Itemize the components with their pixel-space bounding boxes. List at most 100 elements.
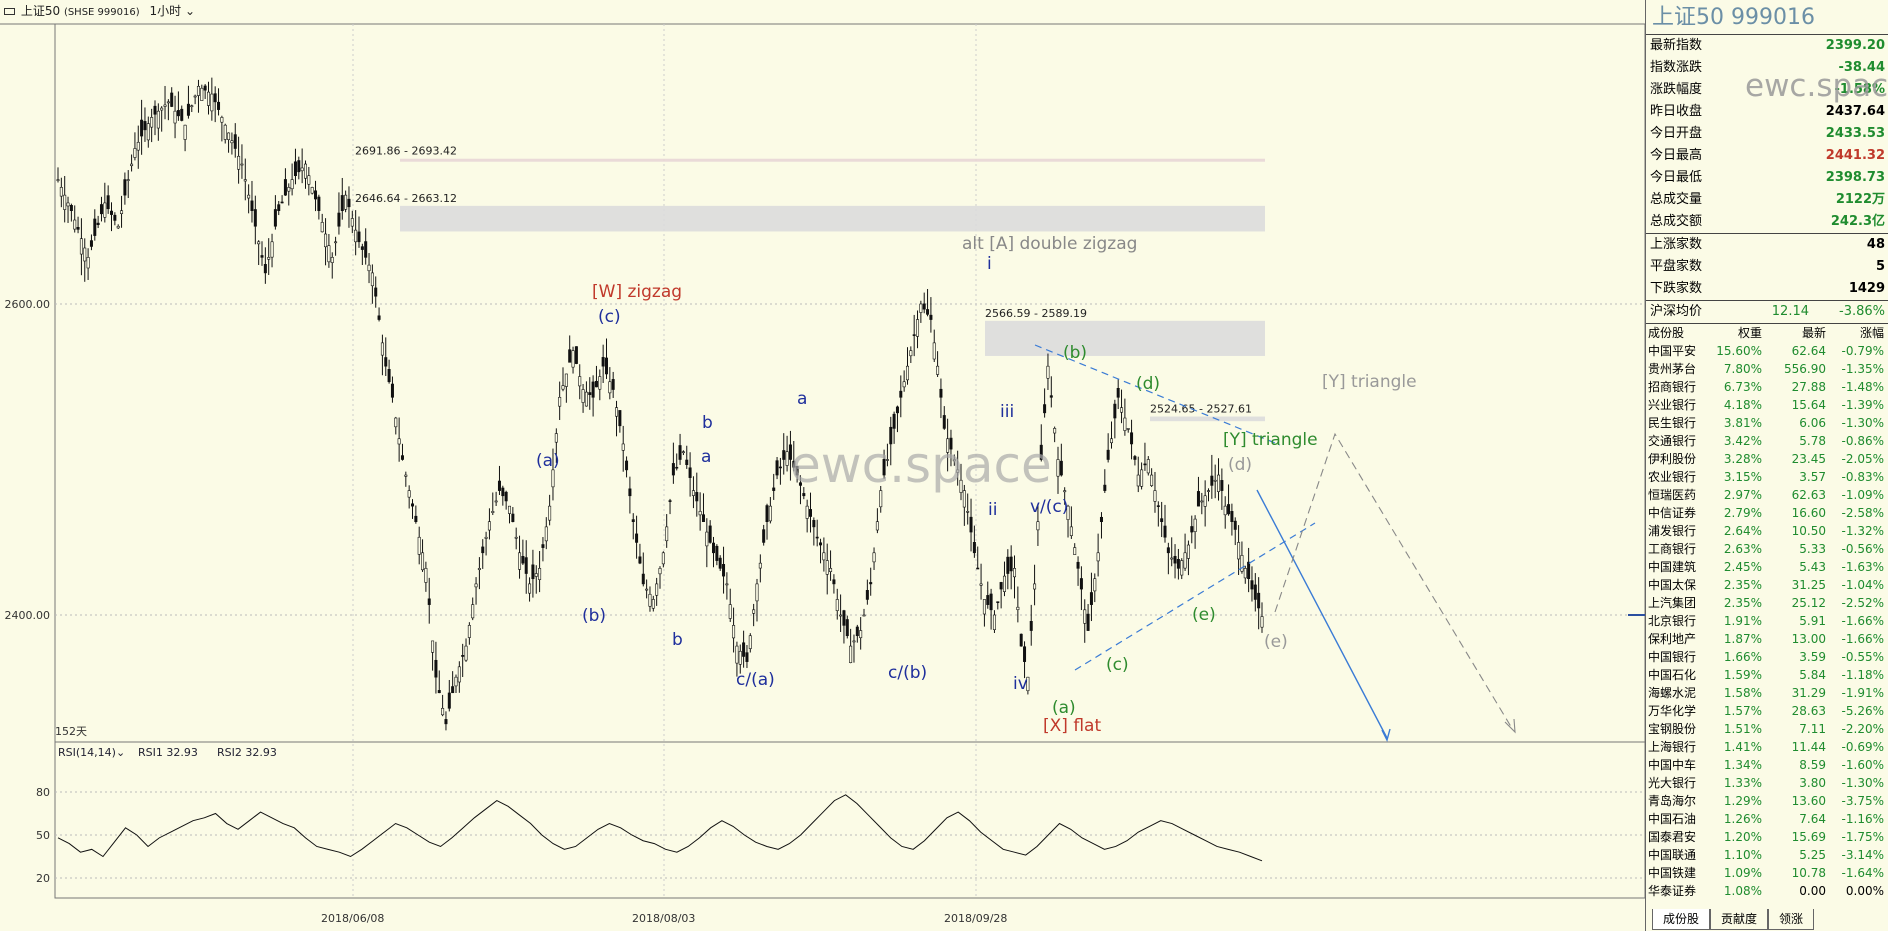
table-row[interactable]: 中国太保 2.35% 31.25 -1.04% xyxy=(1646,576,1888,594)
chart-toolbar: 上证50 (SHSE 999016) 1小时 ⌄ xyxy=(0,0,195,22)
candle-body xyxy=(96,222,100,225)
stock-name[interactable]: 海螺水泥 xyxy=(1648,686,1697,700)
stock-name[interactable]: 中国平安 xyxy=(1648,344,1697,358)
stock-name[interactable]: 上海银行 xyxy=(1648,740,1697,754)
candle-body xyxy=(477,568,481,571)
table-row[interactable]: 上汽集团 2.35% 25.12 -2.52% xyxy=(1646,594,1888,612)
table-row[interactable]: 中信证券 2.79% 16.60 -2.58% xyxy=(1646,504,1888,522)
chevron-down-icon[interactable]: ⌄ xyxy=(184,4,195,18)
candle-body xyxy=(511,513,515,522)
chart-area[interactable]: 2400.00 2600.00 2018/06/08 2018/08/03 2018/0… xyxy=(0,0,1645,931)
table-row[interactable]: 伊利股份 3.28% 23.45 -2.05% xyxy=(1646,450,1888,468)
quote-label: 指数涨跌 xyxy=(1650,60,1703,75)
col-weight[interactable]: 权重 xyxy=(1737,326,1762,340)
table-row[interactable]: 中国石化 1.59% 5.84 -1.18% xyxy=(1646,666,1888,684)
table-row[interactable]: 交通银行 3.42% 5.78 -0.86% xyxy=(1646,432,1888,450)
stock-name[interactable]: 华泰证券 xyxy=(1648,884,1697,898)
stock-name[interactable]: 中国石化 xyxy=(1648,668,1697,682)
stock-weight: 1.34% xyxy=(1723,758,1762,772)
stock-name[interactable]: 宝钢股份 xyxy=(1648,722,1697,736)
candle-body xyxy=(929,314,933,320)
stock-name[interactable]: 中国建筑 xyxy=(1648,560,1697,574)
stock-name[interactable]: 万华化学 xyxy=(1648,704,1697,718)
candle-body xyxy=(1136,474,1140,487)
table-row[interactable]: 青岛海尔 1.29% 13.60 -3.75% xyxy=(1646,792,1888,810)
stock-change: -1.39% xyxy=(1841,398,1884,412)
tab-1[interactable]: 贡献度 xyxy=(1710,909,1769,930)
stock-name[interactable]: 贵州茅台 xyxy=(1648,362,1697,376)
table-row[interactable]: 中国石油 1.26% 7.64 -1.16% xyxy=(1646,810,1888,828)
stock-name[interactable]: 中国中车 xyxy=(1648,758,1697,772)
table-row[interactable]: 兴业银行 4.18% 15.64 -1.39% xyxy=(1646,396,1888,414)
candle-body xyxy=(354,229,358,243)
candle-body xyxy=(524,557,528,574)
stock-name[interactable]: 北京银行 xyxy=(1648,614,1697,628)
quote-row: 涨跌幅度 -1.58% xyxy=(1646,79,1888,101)
stock-name[interactable]: 兴业银行 xyxy=(1648,398,1697,412)
stock-name[interactable]: 保利地产 xyxy=(1648,632,1697,646)
table-row[interactable]: 中国建筑 2.45% 5.43 -1.63% xyxy=(1646,558,1888,576)
candle-body xyxy=(1069,526,1073,536)
watermark: ewc.space xyxy=(1745,68,1888,104)
stock-weight: 2.64% xyxy=(1723,524,1762,538)
table-row[interactable]: 海螺水泥 1.58% 31.29 -1.91% xyxy=(1646,684,1888,702)
stock-name[interactable]: 招商银行 xyxy=(1648,380,1697,394)
table-row[interactable]: 国泰君安 1.20% 15.69 -1.75% xyxy=(1646,828,1888,846)
table-row[interactable]: 工商银行 2.63% 5.33 -0.56% xyxy=(1646,540,1888,558)
stock-name[interactable]: 交通银行 xyxy=(1648,434,1697,448)
stock-name[interactable]: 中国铁建 xyxy=(1648,866,1697,880)
stock-name[interactable]: 国泰君安 xyxy=(1648,830,1697,844)
table-row[interactable]: 光大银行 1.33% 3.80 -1.30% xyxy=(1646,774,1888,792)
stock-name[interactable]: 伊利股份 xyxy=(1648,452,1697,466)
stock-name[interactable]: 农业银行 xyxy=(1648,470,1697,484)
stock-name[interactable]: 中国石油 xyxy=(1648,812,1697,826)
stock-change: -1.04% xyxy=(1841,578,1884,592)
table-row[interactable]: 华泰证券 1.08% 0.00 0.00% xyxy=(1646,882,1888,900)
table-row[interactable]: 宝钢股份 1.51% 7.11 -2.20% xyxy=(1646,720,1888,738)
x-tick-label: 2018/08/03 xyxy=(632,912,695,925)
table-row[interactable]: 民生银行 3.81% 6.06 -1.30% xyxy=(1646,414,1888,432)
stock-name[interactable]: 中国联通 xyxy=(1648,848,1697,862)
table-row[interactable]: 招商银行 6.73% 27.88 -1.48% xyxy=(1646,378,1888,396)
table-row[interactable]: 中国平安 15.60% 62.64 -0.79% xyxy=(1646,342,1888,360)
stock-name[interactable]: 上汽集团 xyxy=(1648,596,1697,610)
table-row[interactable]: 贵州茅台 7.80% 556.90 -1.35% xyxy=(1646,360,1888,378)
stock-name[interactable]: 光大银行 xyxy=(1648,776,1697,790)
table-row[interactable]: 保利地产 1.87% 13.00 -1.66% xyxy=(1646,630,1888,648)
stock-name[interactable]: 中国银行 xyxy=(1648,650,1697,664)
table-row[interactable]: 北京银行 1.91% 5.91 -1.66% xyxy=(1646,612,1888,630)
stock-name[interactable]: 民生银行 xyxy=(1648,416,1697,430)
rsi-tick-label: 80 xyxy=(36,786,50,799)
candle-body xyxy=(1019,633,1023,647)
quote-row: 指数涨跌 -38.44 xyxy=(1646,57,1888,79)
period-selector[interactable]: 1小时 xyxy=(149,4,182,18)
candle-body xyxy=(474,583,478,588)
price-chart-svg[interactable]: 2400.00 2600.00 2018/06/08 2018/08/03 2018/0… xyxy=(0,0,1645,931)
table-row[interactable]: 中国联通 1.10% 5.25 -3.14% xyxy=(1646,846,1888,864)
candle-body xyxy=(795,466,799,476)
table-row[interactable]: 中国铁建 1.09% 10.78 -1.64% xyxy=(1646,864,1888,882)
col-name[interactable]: 成份股 xyxy=(1648,326,1685,340)
stock-name[interactable]: 中国太保 xyxy=(1648,578,1697,592)
tab-2[interactable]: 领涨 xyxy=(1768,909,1815,930)
symbol-label[interactable]: 上证50 xyxy=(20,4,61,18)
stock-name[interactable]: 工商银行 xyxy=(1648,542,1697,556)
table-row[interactable]: 中国银行 1.66% 3.59 -0.55% xyxy=(1646,648,1888,666)
table-row[interactable]: 浦发银行 2.64% 10.50 -1.32% xyxy=(1646,522,1888,540)
table-row[interactable]: 中国中车 1.34% 8.59 -1.60% xyxy=(1646,756,1888,774)
stock-name[interactable]: 中信证券 xyxy=(1648,506,1697,520)
table-row[interactable]: 上海银行 1.41% 11.44 -0.69% xyxy=(1646,738,1888,756)
stock-name[interactable]: 青岛海尔 xyxy=(1648,794,1697,808)
stock-change: -0.69% xyxy=(1841,740,1884,754)
col-price[interactable]: 最新 xyxy=(1801,326,1826,340)
stock-name[interactable]: 恒瑞医药 xyxy=(1648,488,1697,502)
table-row[interactable]: 农业银行 3.15% 3.57 -0.83% xyxy=(1646,468,1888,486)
tab-0[interactable]: 成份股 xyxy=(1652,909,1711,930)
candle-body xyxy=(695,492,699,502)
col-change[interactable]: 涨幅 xyxy=(1859,326,1884,340)
candle-body xyxy=(618,410,622,427)
stock-name[interactable]: 浦发银行 xyxy=(1648,524,1697,538)
stock-weight: 1.33% xyxy=(1723,776,1762,790)
table-row[interactable]: 恒瑞医药 2.97% 62.63 -1.09% xyxy=(1646,486,1888,504)
table-row[interactable]: 万华化学 1.57% 28.63 -5.26% xyxy=(1646,702,1888,720)
